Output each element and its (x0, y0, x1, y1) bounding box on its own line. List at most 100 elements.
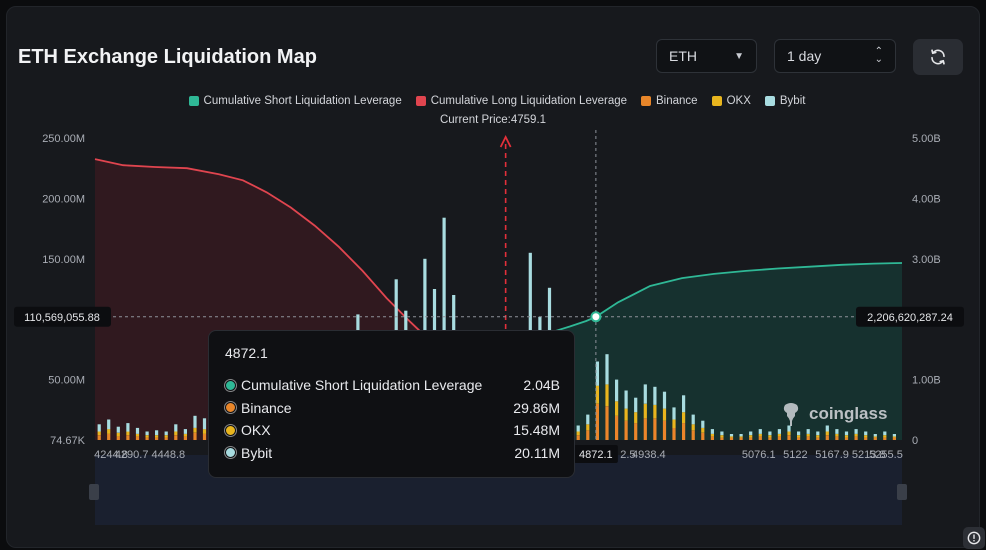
bybit-bar (605, 354, 609, 385)
okx-bar (183, 434, 187, 437)
tooltip-row: Bybit 20.11M (225, 442, 560, 465)
bybit-bar (710, 429, 714, 434)
legend-item[interactable]: Cumulative Short Liquidation Leverage (188, 95, 402, 107)
binance-bar (864, 437, 868, 440)
okx-bar (835, 434, 839, 437)
y-tick-label-left: 250.00M (42, 133, 85, 145)
crosshair-x-badge (573, 445, 618, 463)
okx-bar (126, 431, 130, 436)
binance-bar (97, 435, 101, 440)
binance-bar (595, 403, 599, 440)
binance-bar (107, 434, 111, 440)
range-select-value: 1 day (787, 48, 822, 64)
legend-item[interactable]: Bybit (764, 95, 805, 107)
binance-bar (768, 437, 772, 440)
bybit-bar (586, 414, 590, 425)
okx-bar (107, 429, 111, 434)
okx-bar (202, 429, 207, 434)
tooltip-dot (225, 379, 236, 391)
binance-bar (586, 430, 590, 440)
okx-bar (739, 436, 743, 438)
okx-bar (116, 432, 120, 437)
tooltip-dot (225, 424, 236, 436)
okx-bar (193, 427, 197, 433)
legend-swatch (764, 96, 775, 106)
bybit-bar (193, 415, 197, 428)
okx-bar (873, 436, 877, 438)
x-tick-label: 4448.8 (151, 449, 185, 461)
tooltip-value: 15.48M (513, 422, 560, 439)
legend-label: Binance (656, 95, 698, 107)
tooltip-label: Cumulative Short Liquidation Leverage (241, 377, 483, 394)
tooltip-value: 2.04B (523, 377, 560, 394)
bybit-bar (777, 429, 781, 434)
page-title: ETH Exchange Liquidation Map (18, 46, 317, 68)
binance-bar (193, 432, 197, 440)
okx-bar (883, 435, 887, 438)
binance-bar (145, 437, 149, 440)
binance-bar (576, 435, 580, 440)
okx-bar (653, 405, 657, 419)
tooltip-row: OKX 15.48M (225, 419, 560, 442)
legend-item[interactable]: OKX (711, 95, 751, 107)
okx-bar (768, 435, 772, 438)
okx-bar (787, 431, 791, 436)
bybit-bar (701, 420, 705, 428)
bybit-bar (423, 258, 427, 368)
okx-bar (844, 435, 849, 438)
y-tick-label-right: 0 (912, 435, 918, 447)
tooltip-dot (225, 402, 236, 414)
legend-item[interactable]: Cumulative Long Liquidation Leverage (415, 95, 627, 107)
tooltip-title: 4872.1 (225, 345, 268, 361)
binance-bar (873, 437, 877, 440)
bybit-bar (662, 391, 667, 409)
bybit-bar (854, 429, 858, 434)
bybit-bar (816, 431, 820, 436)
crosshair-right-badge (856, 306, 964, 327)
tooltip-row: Binance 29.86M (225, 397, 560, 420)
binance-bar (624, 420, 628, 440)
okx-bar (701, 427, 705, 433)
y-tick-label-right: 4.00B (912, 193, 941, 205)
info-button[interactable] (963, 527, 985, 549)
bybit-bar (844, 431, 849, 436)
range-select[interactable]: 1 day ⌃ ⌄ (774, 39, 896, 73)
okx-bar (825, 431, 829, 436)
bybit-bar (145, 431, 149, 436)
bybit-bar (682, 395, 686, 413)
chevron-down-icon: ▼ (734, 50, 744, 62)
bybit-bar (155, 430, 159, 436)
short-cumulative-area (554, 263, 902, 440)
okx-bar (586, 424, 590, 431)
brand-watermark: coinglass (779, 401, 887, 427)
okx-bar (720, 435, 724, 438)
bybit-bar (739, 434, 743, 437)
bybit-bar (892, 434, 896, 437)
binance-bar (739, 437, 743, 440)
bybit-bar (806, 429, 810, 434)
legend-label: OKX (726, 95, 751, 107)
current-price-label: Current Price:4759.1 (439, 114, 547, 126)
refresh-button[interactable] (913, 39, 963, 75)
legend-item[interactable]: Binance (641, 95, 698, 107)
binance-bar (816, 437, 820, 440)
binance-bar (777, 436, 781, 440)
legend-swatch (711, 96, 722, 106)
binance-bar (806, 436, 810, 440)
binance-bar (634, 423, 638, 440)
bybit-bar (394, 279, 398, 370)
bybit-bar (634, 397, 638, 413)
coin-select-value: ETH (669, 48, 697, 64)
x-tick-label: 5213.8 (852, 449, 886, 461)
x-tick-label: 5122 (783, 449, 807, 461)
binance-bar (710, 436, 714, 440)
bybit-bar (107, 419, 111, 430)
y-tick-label-right: 1.00B (912, 375, 941, 387)
binance-bar (615, 415, 619, 440)
coin-select[interactable]: ETH ▼ (656, 39, 757, 73)
tooltip-row: Cumulative Short Liquidation Leverage 2.0… (225, 374, 560, 397)
bybit-bar (442, 217, 446, 363)
binance-bar (797, 437, 801, 440)
bybit-bar (615, 379, 619, 402)
y-tick-label-left: 150.00M (42, 254, 85, 266)
